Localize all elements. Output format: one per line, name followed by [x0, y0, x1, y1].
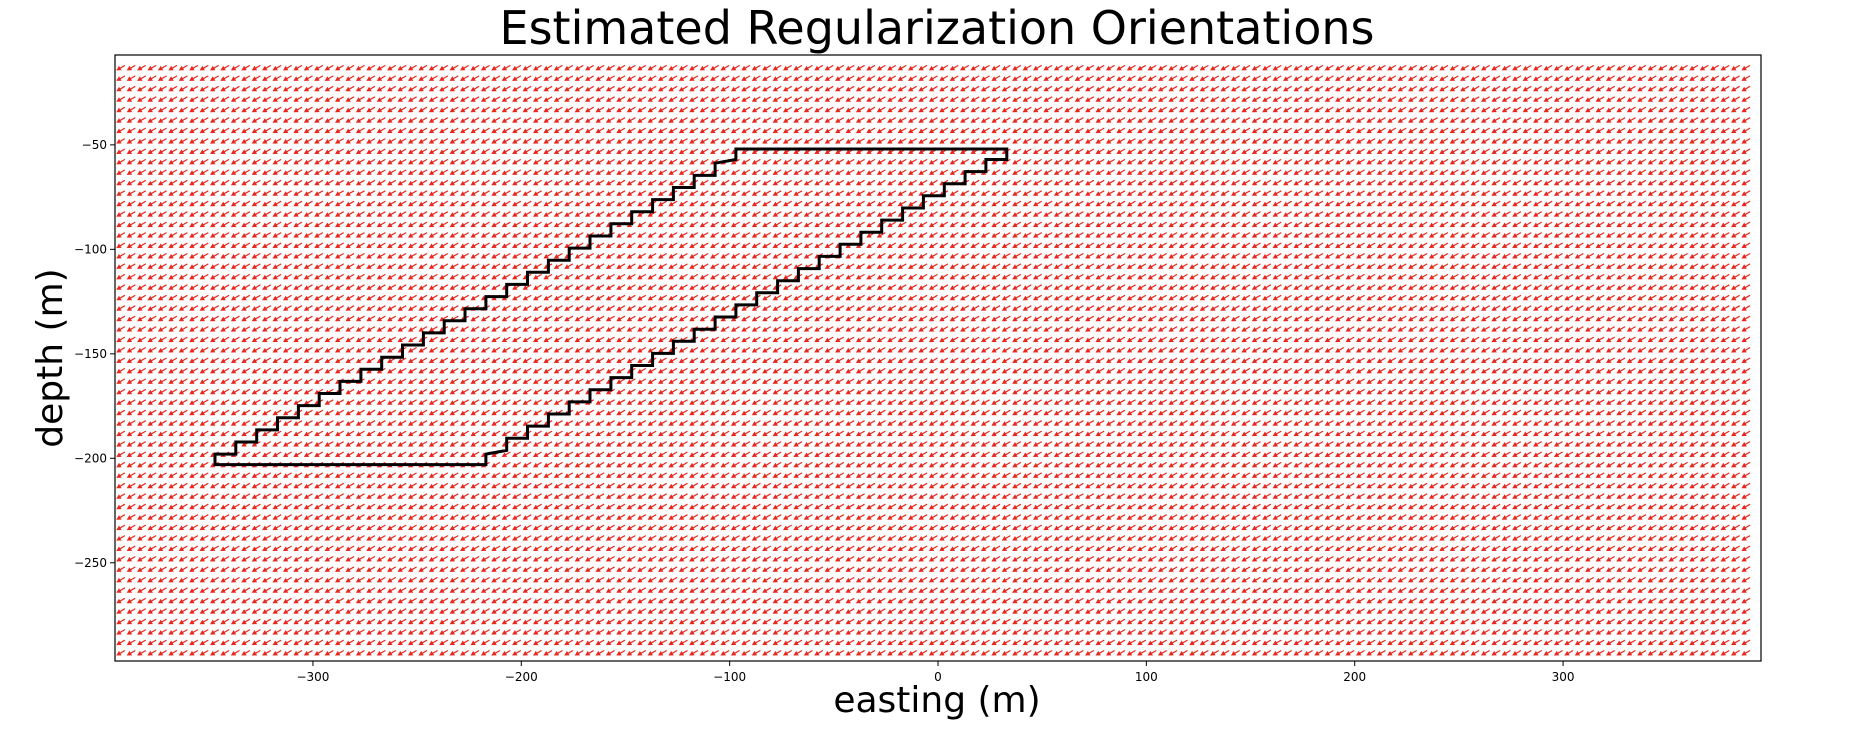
x-tick-label: −300 [296, 670, 329, 684]
x-tick-label: 0 [934, 670, 942, 684]
y-tick-label: −100 [74, 242, 107, 256]
y-tick-label: −200 [74, 451, 107, 465]
arrow-heads [116, 65, 1747, 656]
x-tick-label: 200 [1343, 670, 1366, 684]
chart-title: Estimated Regularization Orientations [500, 1, 1375, 55]
x-tick-label: 100 [1135, 670, 1158, 684]
y-tick-label: −50 [82, 138, 107, 152]
x-tick-label: −100 [713, 670, 746, 684]
anomaly-outline [213, 147, 1009, 467]
orientation-arrow-field [116, 64, 1751, 656]
x-axis-ticks: −300 −200 −100 0 100 200 300 [296, 661, 1575, 684]
y-axis-ticks: −50 −100 −150 −200 −250 [74, 138, 115, 570]
x-tick-label: 300 [1552, 670, 1575, 684]
y-tick-label: −250 [74, 556, 107, 570]
x-axis-label: easting (m) [833, 680, 1040, 721]
arrow-shafts [117, 64, 1751, 656]
x-tick-label: −200 [505, 670, 538, 684]
outline-path [213, 147, 1009, 467]
y-tick-label: −150 [74, 347, 107, 361]
y-axis-label: depth (m) [30, 268, 71, 447]
